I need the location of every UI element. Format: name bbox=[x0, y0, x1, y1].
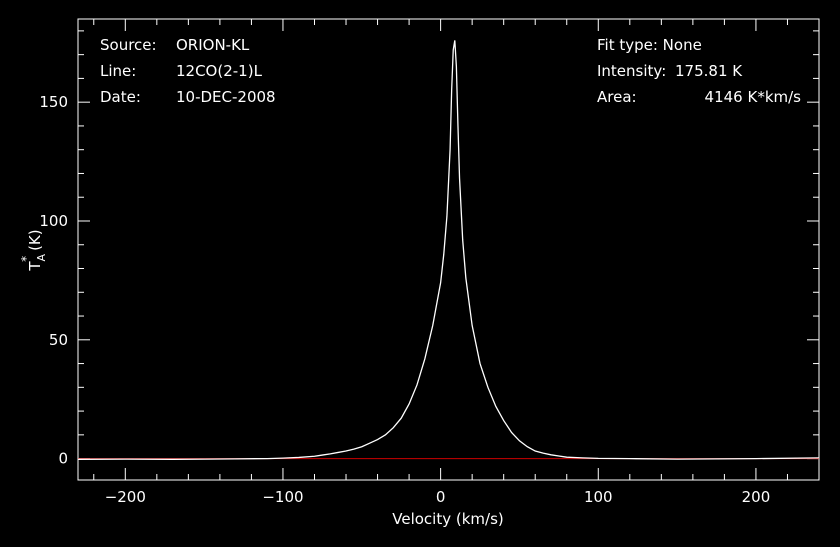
y-tick-label: 100 bbox=[39, 212, 68, 230]
x-tick-label: 200 bbox=[742, 488, 771, 506]
plot-frame bbox=[77, 18, 820, 481]
y-axis-title-sup: * bbox=[19, 256, 33, 262]
x-tick-label: −200 bbox=[105, 488, 146, 506]
line-label: Line: bbox=[100, 62, 136, 80]
intensity-value: 175.81 K bbox=[675, 62, 743, 80]
area-label: Area: bbox=[597, 88, 637, 106]
y-axis-title-sub: A bbox=[35, 253, 48, 261]
spectrum-line bbox=[77, 40, 820, 460]
y-axis-title: TA* (K) bbox=[19, 229, 48, 271]
intensity-label: Intensity: bbox=[597, 62, 666, 80]
x-axis-title: Velocity (km/s) bbox=[392, 510, 503, 528]
fit-type: Fit type: None bbox=[597, 36, 702, 54]
axis-tick-labels: −200 −100 0 100 200 0 50 100 150 bbox=[39, 93, 770, 506]
x-tick-label: 0 bbox=[436, 488, 446, 506]
source-label: Source: bbox=[100, 36, 157, 54]
date-value: 10-DEC-2008 bbox=[176, 88, 276, 106]
y-tick-label: 50 bbox=[49, 331, 68, 349]
x-tick-label: −100 bbox=[262, 488, 303, 506]
area-value: 4146 K*km/s bbox=[705, 88, 802, 106]
y-tick-label: 150 bbox=[39, 93, 68, 111]
y-tick-label: 0 bbox=[58, 450, 68, 468]
y-axis-title-unit: (K) bbox=[26, 229, 44, 251]
x-tick-label: 100 bbox=[584, 488, 613, 506]
date-label: Date: bbox=[100, 88, 141, 106]
source-value: ORION-KL bbox=[176, 36, 250, 54]
axis-ticks bbox=[78, 19, 820, 480]
svg-text:TA*(K): TA* (K) bbox=[19, 229, 48, 271]
line-value: 12CO(2-1)L bbox=[176, 62, 263, 80]
y-axis-title-main: T bbox=[26, 261, 44, 272]
